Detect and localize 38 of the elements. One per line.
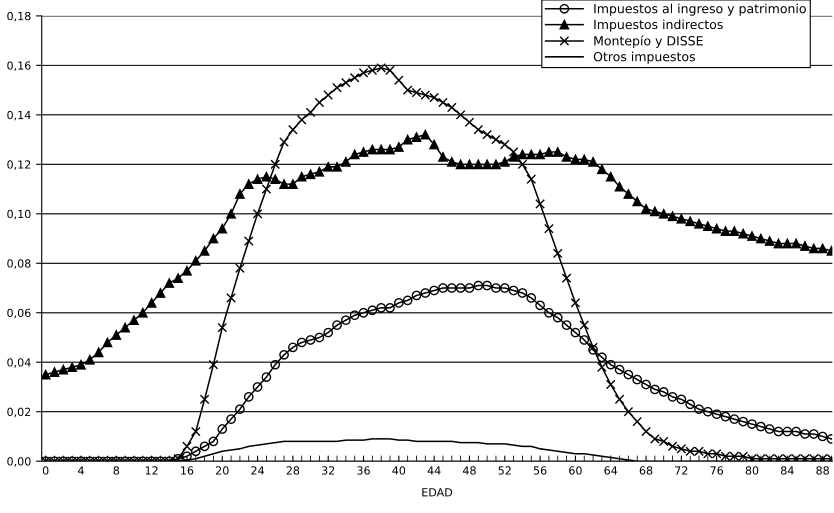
x-tick-label: 40: [392, 466, 406, 475]
y-tick-label: 0,00: [7, 457, 31, 467]
x-tick-label: 76: [710, 466, 724, 475]
x-tick-label: 28: [286, 466, 300, 475]
y-tick-label: 0,12: [7, 160, 30, 170]
legend-label: Impuestos indirectos: [594, 19, 723, 32]
legend-label: Montepío y DISSE: [594, 35, 703, 48]
x-tick-label: 80: [746, 466, 758, 475]
y-tick-label: 0,10: [7, 210, 31, 220]
x-axis-title: EDAD: [422, 488, 452, 496]
x-tick-label: 24: [251, 466, 264, 474]
x-tick-label: 56: [534, 466, 546, 475]
y-tick-label: 0,18: [7, 12, 31, 22]
y-tick-label: 0,06: [7, 308, 31, 318]
x-tick-label: 64: [604, 466, 618, 475]
x-tick-label: 20: [216, 466, 229, 475]
y-tick-label: 0,14: [7, 110, 31, 120]
x-tick-label: 4: [78, 466, 84, 474]
x-tick-label: 0: [42, 466, 48, 475]
x-tick-label: 16: [181, 466, 194, 475]
legend-label: Otros impuestos: [594, 52, 695, 64]
x-tick-label: 52: [498, 466, 511, 475]
y-tick-label: 0,02: [7, 408, 30, 418]
y-tick-label: 0,04: [7, 358, 31, 368]
x-tick-label: 88: [816, 466, 829, 475]
x-tick-label: 72: [675, 466, 688, 474]
x-tick-label: 84: [780, 466, 794, 475]
x-tick-label: 8: [114, 466, 120, 475]
legend-label: Impuestos al ingreso y patrimonio: [594, 4, 806, 16]
x-tick-label: 48: [462, 466, 476, 475]
x-tick-label: 32: [322, 466, 334, 475]
x-tick-label: 36: [357, 466, 370, 475]
x-tick-label: 60: [569, 466, 582, 475]
x-tick-label: 44: [428, 466, 441, 474]
y-tick-label: 0,08: [7, 259, 31, 269]
x-tick-label: 68: [640, 466, 652, 475]
y-tick-label: 0,16: [7, 61, 31, 71]
x-tick-label: 12: [146, 466, 158, 474]
